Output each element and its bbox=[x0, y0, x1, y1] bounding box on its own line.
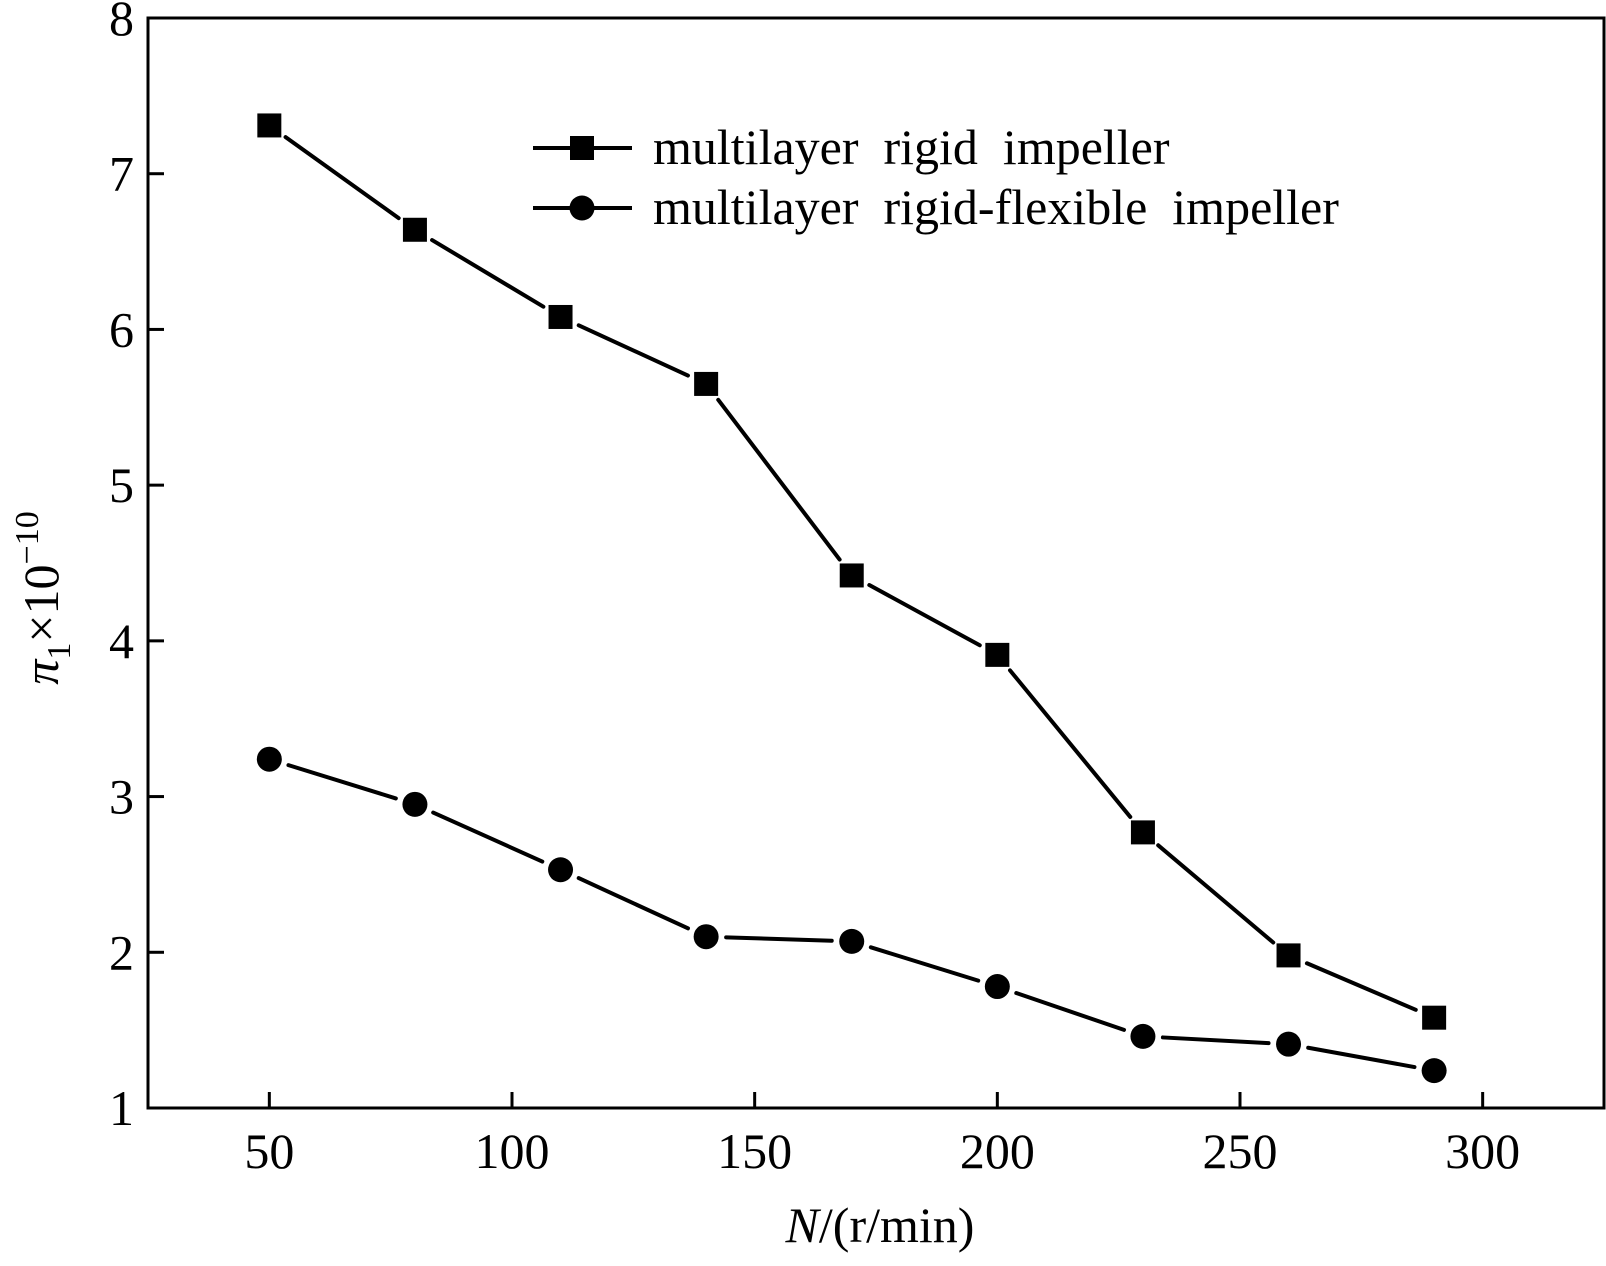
series-1-point bbox=[839, 563, 864, 588]
x-tick-label: 50 bbox=[244, 1123, 294, 1179]
series-1-point bbox=[257, 113, 282, 138]
series-1-point bbox=[1422, 1005, 1447, 1030]
series-2-line-segment bbox=[1160, 1035, 1271, 1046]
series-2-point bbox=[548, 857, 574, 883]
series-1-point bbox=[548, 304, 573, 329]
series-1-line-segment bbox=[1156, 843, 1276, 945]
legend-marker-2 bbox=[569, 195, 595, 221]
y-axis-multiplier: ×10 bbox=[13, 564, 69, 642]
y-tick-label: 1 bbox=[109, 1080, 134, 1136]
series-2-point bbox=[402, 791, 428, 817]
series-2-line-segment bbox=[724, 935, 834, 943]
y-tick-label: 7 bbox=[109, 146, 134, 202]
series-1-line-segment bbox=[1304, 961, 1418, 1012]
y-axis-subscript: 1 bbox=[41, 643, 78, 660]
y-axis-exponent: −10 bbox=[9, 511, 46, 564]
series-2-point bbox=[256, 746, 282, 772]
x-axis-unit: /(r/min) bbox=[819, 1197, 975, 1253]
legend-label-1: multilayer rigid impeller bbox=[653, 119, 1170, 175]
series-2-line-segment bbox=[576, 876, 690, 931]
series-markers bbox=[256, 113, 1447, 1084]
series-2-point bbox=[693, 924, 719, 950]
series-2-point bbox=[984, 974, 1010, 1000]
x-tick-label: 100 bbox=[475, 1123, 550, 1179]
x-tick-label: 300 bbox=[1445, 1123, 1520, 1179]
x-axis-title: N/(r/min) bbox=[785, 1197, 975, 1253]
series-1-point bbox=[1276, 943, 1301, 968]
series-1-point bbox=[985, 642, 1010, 667]
series-2-line-segment bbox=[286, 763, 398, 801]
series-2-point bbox=[1130, 1023, 1156, 1049]
series-1-line-segment bbox=[576, 323, 690, 378]
series-1-line-segment bbox=[1008, 668, 1133, 819]
legend-marker-1 bbox=[570, 136, 594, 160]
series-1-point bbox=[1130, 820, 1155, 845]
y-tick-label: 6 bbox=[109, 301, 134, 357]
series-2-line-segment bbox=[868, 945, 981, 983]
series-2-point bbox=[1276, 1031, 1302, 1057]
series-2-line-segment bbox=[1014, 991, 1127, 1032]
x-tick-label: 150 bbox=[717, 1123, 792, 1179]
series-2-line-segment bbox=[1306, 1045, 1417, 1070]
series-1-line-segment bbox=[430, 238, 546, 309]
series-2-line-segment bbox=[431, 810, 545, 864]
plot-frame bbox=[146, 16, 1606, 1110]
y-tick-label: 5 bbox=[109, 457, 134, 513]
axis-ticks: 50 100 150 200 250 300 1 2 3 4 5 6 7 8 bbox=[109, 0, 1520, 1179]
series-1-point bbox=[402, 217, 427, 242]
x-tick-label: 200 bbox=[960, 1123, 1035, 1179]
y-axis-variable: π bbox=[13, 658, 69, 685]
series-1-line-segment bbox=[867, 583, 982, 648]
series-2-point bbox=[839, 928, 865, 954]
series-1-line-segment bbox=[716, 397, 842, 562]
series-1-point bbox=[694, 371, 719, 396]
x-tick-label: 250 bbox=[1203, 1123, 1278, 1179]
series-2-point bbox=[1421, 1058, 1447, 1084]
series-1-line-segment bbox=[283, 135, 401, 221]
x-axis-variable: N bbox=[785, 1197, 822, 1253]
legend-label-2: multilayer rigid-flexible impeller bbox=[653, 179, 1339, 235]
y-tick-label: 3 bbox=[109, 769, 134, 825]
y-tick-label: 4 bbox=[109, 613, 134, 669]
y-axis-title: π1×10−10 bbox=[9, 511, 78, 684]
y-tick-label: 2 bbox=[109, 924, 134, 980]
y-tick-label: 8 bbox=[109, 0, 134, 46]
series-lines bbox=[283, 135, 1418, 1070]
